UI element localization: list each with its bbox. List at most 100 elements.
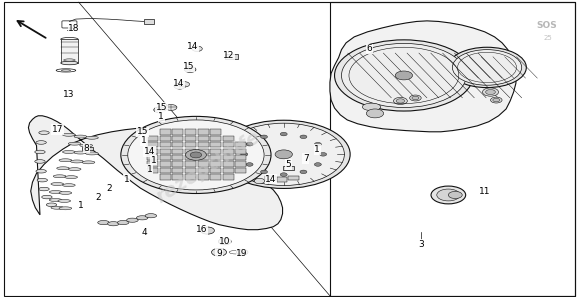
Bar: [160, 136, 171, 141]
Ellipse shape: [145, 214, 157, 218]
Circle shape: [254, 179, 265, 184]
Text: 1: 1: [314, 145, 320, 154]
Ellipse shape: [74, 151, 87, 154]
Text: 14: 14: [144, 147, 155, 156]
Text: 17: 17: [52, 125, 63, 134]
Circle shape: [275, 150, 292, 159]
Circle shape: [314, 142, 321, 146]
Ellipse shape: [127, 218, 138, 222]
Ellipse shape: [80, 144, 93, 147]
Bar: [82, 147, 93, 150]
Bar: [160, 129, 171, 134]
Text: 15: 15: [183, 62, 195, 71]
Text: 1: 1: [141, 136, 147, 145]
Text: 8: 8: [83, 144, 89, 153]
Circle shape: [246, 163, 253, 166]
Ellipse shape: [71, 160, 83, 163]
Bar: [197, 148, 208, 154]
Text: 1: 1: [78, 201, 83, 210]
Ellipse shape: [51, 206, 64, 209]
Bar: [144, 19, 155, 24]
Circle shape: [320, 153, 327, 156]
Bar: [147, 142, 158, 148]
Bar: [197, 155, 208, 160]
Ellipse shape: [56, 69, 76, 72]
Bar: [236, 155, 246, 160]
Ellipse shape: [82, 161, 95, 164]
Ellipse shape: [362, 103, 381, 111]
Circle shape: [211, 248, 226, 256]
Text: 12: 12: [223, 51, 234, 60]
Ellipse shape: [49, 198, 62, 201]
Circle shape: [493, 98, 500, 102]
Bar: [185, 142, 196, 148]
Bar: [185, 162, 196, 167]
FancyBboxPatch shape: [62, 21, 77, 28]
Text: 10: 10: [219, 237, 230, 246]
Circle shape: [394, 97, 408, 105]
Ellipse shape: [118, 221, 129, 225]
Ellipse shape: [59, 159, 72, 162]
Text: 14: 14: [265, 175, 277, 184]
Polygon shape: [28, 116, 283, 230]
Circle shape: [218, 238, 231, 245]
Ellipse shape: [36, 141, 46, 144]
Text: 6: 6: [367, 44, 372, 53]
Ellipse shape: [42, 195, 52, 199]
Circle shape: [192, 46, 202, 52]
Circle shape: [300, 135, 307, 139]
Bar: [160, 148, 171, 154]
Text: 19: 19: [236, 249, 248, 258]
Bar: [223, 142, 234, 148]
Ellipse shape: [61, 38, 78, 41]
Ellipse shape: [68, 168, 81, 171]
Bar: [223, 174, 234, 180]
Text: 1: 1: [151, 156, 157, 165]
Bar: [173, 148, 184, 154]
Bar: [197, 142, 208, 148]
Bar: [147, 168, 158, 173]
Circle shape: [280, 173, 287, 176]
Bar: [223, 136, 234, 141]
Circle shape: [261, 135, 267, 139]
Ellipse shape: [108, 222, 119, 226]
Circle shape: [412, 96, 419, 100]
Circle shape: [280, 132, 287, 136]
Ellipse shape: [86, 136, 98, 139]
Bar: [197, 174, 208, 180]
Bar: [236, 162, 246, 167]
Ellipse shape: [39, 131, 49, 134]
Circle shape: [486, 90, 496, 94]
Ellipse shape: [35, 150, 45, 154]
Ellipse shape: [86, 152, 98, 155]
Text: 13: 13: [63, 90, 75, 99]
Circle shape: [395, 71, 412, 80]
Text: 1: 1: [159, 112, 164, 121]
Bar: [147, 148, 158, 154]
Text: 14: 14: [187, 42, 198, 51]
Circle shape: [437, 189, 460, 201]
Bar: [173, 174, 184, 180]
Ellipse shape: [63, 133, 75, 136]
Bar: [236, 148, 246, 154]
Circle shape: [246, 142, 253, 146]
Ellipse shape: [37, 179, 47, 182]
Bar: [330, 2, 576, 296]
Bar: [223, 148, 234, 154]
Bar: [210, 155, 221, 160]
Bar: [277, 178, 287, 181]
Bar: [173, 162, 184, 167]
Ellipse shape: [63, 150, 75, 153]
Ellipse shape: [61, 70, 71, 71]
Bar: [283, 166, 294, 170]
Ellipse shape: [59, 207, 72, 210]
Bar: [210, 148, 221, 154]
Text: 9: 9: [216, 249, 222, 258]
Bar: [173, 155, 184, 160]
Bar: [210, 174, 221, 180]
Bar: [160, 162, 171, 167]
Ellipse shape: [63, 184, 75, 187]
Bar: [173, 168, 184, 173]
Circle shape: [396, 99, 405, 103]
Text: 1: 1: [147, 165, 153, 174]
